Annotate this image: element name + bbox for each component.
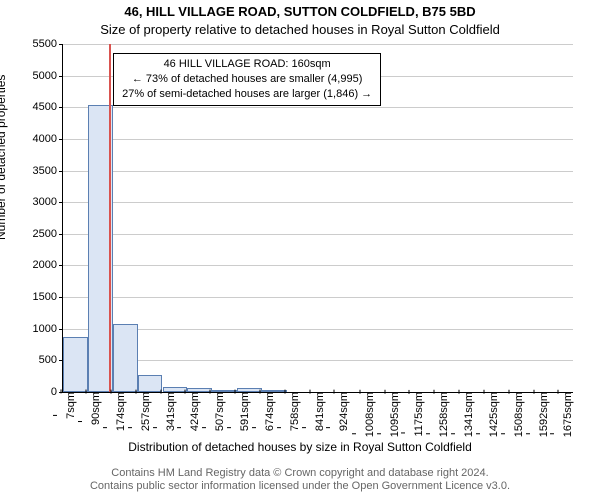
gridline [63,360,573,361]
gridline [63,265,573,266]
y-tick-label: 5000 [33,70,63,82]
y-tick-label: 1500 [33,291,63,303]
gridline [63,44,573,45]
x-tick-label: 1675sqm [556,392,574,437]
x-axis-label: Distribution of detached houses by size … [0,440,600,454]
x-tick-label: 591sqm [233,392,251,431]
x-tick-label: 1508sqm [507,392,525,437]
x-tick-label: 1592sqm [532,392,550,437]
y-tick-label: 5500 [33,38,63,50]
x-tick-label: 257sqm [134,392,152,431]
gridline [63,329,573,330]
plot-area: 0500100015002000250030003500400045005000… [62,44,573,393]
gridline [63,297,573,298]
x-tick-label: 674sqm [258,392,276,431]
y-tick-label: 4500 [33,101,63,113]
x-tick-label: 90sqm [84,392,102,425]
x-tick-label: 841sqm [308,392,326,431]
y-tick-label: 2000 [33,259,63,271]
x-tick-label: 1175sqm [407,392,425,436]
x-tick-label: 174sqm [109,392,127,431]
histogram-bar [63,337,88,392]
gridline [63,171,573,172]
callout-box: 46 HILL VILLAGE ROAD: 160sqm← 73% of det… [113,53,381,106]
y-tick-label: 1000 [33,323,63,335]
y-tick-label: 3000 [33,196,63,208]
x-tick-label: 507sqm [208,392,226,431]
y-tick-label: 2500 [33,228,63,240]
x-tick-label: 1095sqm [383,392,401,437]
footer-line1: Contains HM Land Registry data © Crown c… [0,467,600,481]
histogram-bar [138,375,163,392]
x-tick-label: 1425sqm [482,392,500,437]
x-tick-label: 7sqm [59,392,77,419]
x-tick-label: 341sqm [159,392,177,431]
gridline [63,107,573,108]
footer-line2: Contains public sector information licen… [0,480,600,494]
chart-container: 46, HILL VILLAGE ROAD, SUTTON COLDFIELD,… [0,0,600,500]
y-tick-label: 3500 [33,165,63,177]
x-tick-label: 1008sqm [358,392,376,437]
callout-line: 27% of semi-detached houses are larger (… [122,87,372,102]
callout-line: 46 HILL VILLAGE ROAD: 160sqm [122,57,372,72]
chart-title-line1: 46, HILL VILLAGE ROAD, SUTTON COLDFIELD,… [0,4,600,19]
gridline [63,139,573,140]
footer: Contains HM Land Registry data © Crown c… [0,467,600,495]
gridline [63,202,573,203]
x-tick-label: 1258sqm [432,392,450,437]
chart-title-line2: Size of property relative to detached ho… [0,22,600,37]
histogram-bar [113,324,138,392]
x-tick-label: 424sqm [183,392,201,431]
y-tick-label: 500 [39,354,63,366]
x-tick-label: 1341sqm [457,392,475,437]
x-tick-label: 758sqm [283,392,301,431]
x-tick-label: 924sqm [332,392,350,431]
callout-line: ← 73% of detached houses are smaller (4,… [122,72,372,87]
y-tick-label: 4000 [33,133,63,145]
gridline [63,234,573,235]
y-axis-label: Number of detached properties [0,75,8,240]
reference-line-mark [109,44,111,392]
